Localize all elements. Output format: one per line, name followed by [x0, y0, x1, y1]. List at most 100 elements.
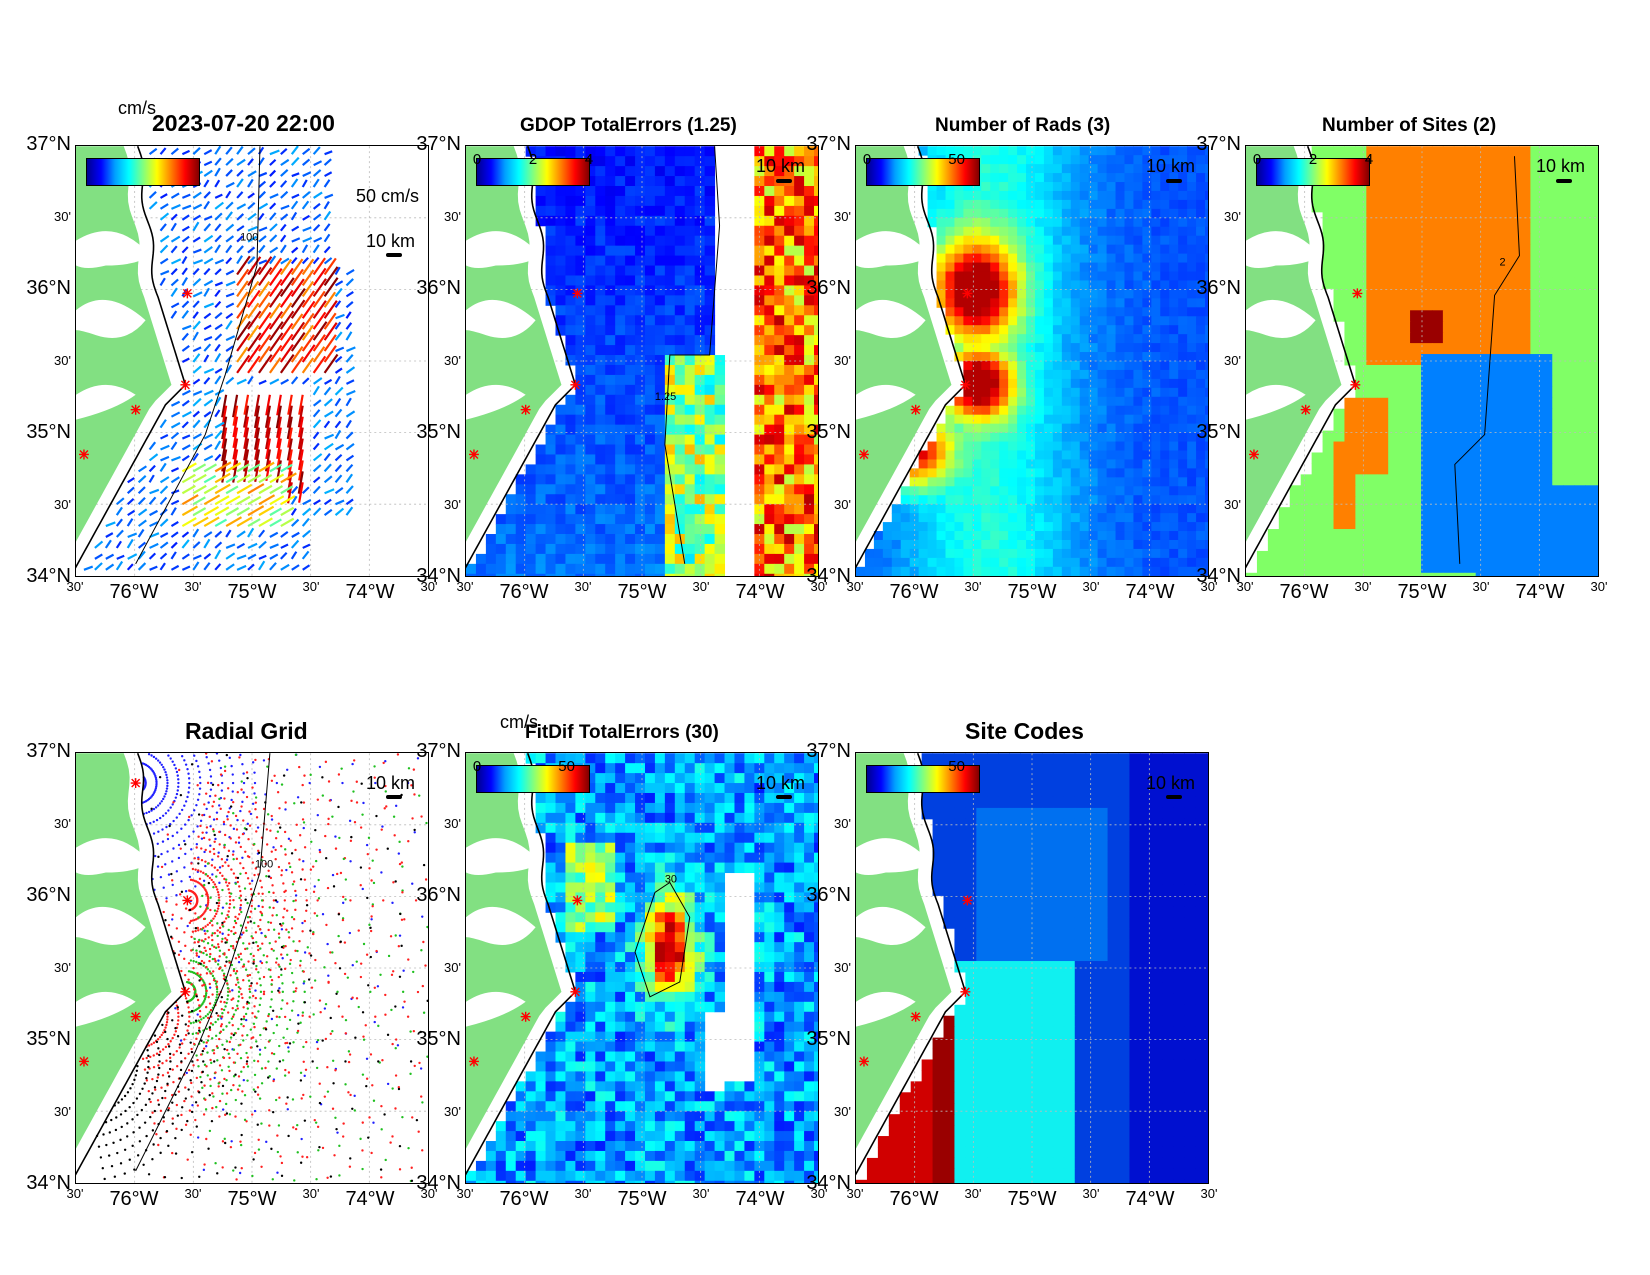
data-cell [1596, 529, 1598, 541]
data-cell [1377, 572, 1389, 576]
data-cell [704, 404, 716, 416]
data-cell [1196, 271, 1206, 281]
data-cell [804, 295, 815, 306]
data-cell [1355, 518, 1367, 530]
data-cell [1541, 518, 1553, 530]
data-cell [535, 205, 547, 217]
current-vector [214, 343, 221, 352]
data-cell [1008, 244, 1018, 255]
data-cell [1133, 557, 1143, 568]
data-cell [1552, 321, 1564, 333]
current-vector [269, 463, 283, 473]
data-cell [644, 444, 656, 455]
current-vector [225, 269, 235, 276]
radial-point [175, 893, 178, 897]
data-cell [963, 244, 973, 255]
data-cell [1519, 179, 1531, 191]
data-cell [936, 548, 946, 559]
current-vector [290, 156, 300, 166]
data-cell [1205, 280, 1208, 290]
current-vector [276, 394, 282, 416]
data-cell [664, 454, 676, 465]
data-cell [1552, 375, 1564, 388]
current-vector [203, 343, 212, 352]
data-cell [625, 414, 636, 426]
current-vector [253, 427, 261, 450]
data-cell [814, 315, 818, 326]
data-cell [1017, 459, 1027, 469]
data-cell [1519, 200, 1531, 213]
data-cell [1196, 325, 1206, 335]
data-cell [1289, 550, 1302, 563]
data-cell [1034, 432, 1045, 443]
current-vector [334, 321, 342, 330]
data-cell [1453, 343, 1466, 355]
data-cell [694, 464, 706, 475]
current-vector [225, 563, 235, 571]
data-cell [1097, 307, 1108, 317]
data-cell [999, 173, 1009, 183]
data-cell [674, 573, 686, 576]
data-cell [1300, 572, 1313, 576]
current-vector [276, 427, 282, 449]
data-cell [1541, 474, 1553, 486]
data-cell [1106, 450, 1117, 460]
data-cell [1410, 364, 1422, 377]
current-vector [148, 552, 157, 560]
data-cell [1552, 146, 1564, 158]
radial-point [183, 823, 187, 826]
current-vector [160, 434, 169, 440]
radial-point [175, 792, 179, 796]
data-cell [1442, 332, 1455, 344]
radial-point [176, 831, 179, 834]
radial-point [239, 753, 242, 757]
data-cell [990, 173, 1000, 183]
radial-point [203, 850, 206, 854]
data-cell [605, 454, 616, 465]
data-cell [1508, 200, 1520, 213]
data-cell [625, 534, 636, 545]
data-cell [1541, 233, 1553, 246]
data-cell [1124, 513, 1134, 523]
data-cell [794, 444, 805, 455]
data-cell [1061, 271, 1072, 281]
data-cell [1530, 200, 1542, 213]
current-vector [269, 158, 277, 166]
data-cell [1519, 364, 1531, 377]
data-cell [764, 295, 775, 306]
current-vector [214, 146, 222, 155]
current-vector [247, 527, 255, 538]
current-vector [280, 148, 288, 155]
data-cell [1187, 352, 1197, 362]
data-cell [654, 265, 666, 276]
data-cell [694, 255, 706, 267]
current-vector [258, 171, 268, 178]
data-cell [1596, 233, 1598, 246]
current-vector [236, 291, 249, 308]
data-cell [1151, 173, 1161, 183]
data-cell [972, 182, 982, 192]
data-cell [1585, 343, 1597, 355]
data-cell [1052, 369, 1063, 380]
data-cell [585, 245, 596, 257]
data-cell [764, 315, 775, 326]
data-cell [999, 244, 1009, 255]
current-vector [214, 281, 223, 287]
data-cell [545, 205, 556, 217]
data-cell [1124, 334, 1134, 344]
data-cell [1344, 211, 1356, 224]
data-cell [1052, 208, 1063, 219]
data-cell [784, 444, 795, 455]
data-cell [625, 295, 636, 306]
data-cell [525, 524, 537, 535]
current-vector [298, 449, 304, 471]
data-cell [1333, 288, 1345, 300]
data-cell [1497, 266, 1510, 278]
data-cell [804, 156, 815, 167]
data-cell [1061, 522, 1072, 532]
data-cell [615, 355, 626, 366]
current-vector [236, 483, 253, 495]
data-cell [1410, 310, 1422, 322]
data-cell [963, 414, 973, 425]
data-cell [990, 441, 1000, 451]
